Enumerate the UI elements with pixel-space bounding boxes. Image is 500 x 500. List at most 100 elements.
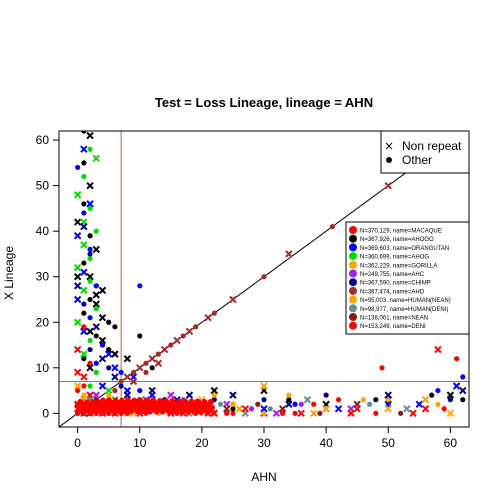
point-dot [329,224,335,230]
point-dot [87,296,93,303]
point-x [80,145,88,153]
marker-legend-box [380,130,470,174]
point-x [86,273,94,281]
point-x [309,409,318,418]
point-x [98,354,107,363]
point-x [80,268,88,276]
point-dot [460,397,466,403]
point-dot [93,228,99,234]
point-dot [81,383,87,389]
point-dot [171,408,178,415]
marker-legend-label: Non repeat [402,139,462,153]
point-dot [210,409,216,416]
point-x [421,405,430,413]
point-dot [87,246,93,252]
point-x [260,405,268,413]
point-dot [196,403,202,410]
point-dot [385,397,391,403]
point-x [297,409,305,418]
point-x [73,263,82,272]
y-tick-label: 60 [36,133,50,147]
point-dot [460,374,466,380]
series-legend: N=370,129, name=MACAQUE N=367,926, name=A… [345,221,470,335]
legend-color-dot [349,243,357,252]
y-tick-label: 20 [36,315,50,329]
series-legend-label: N=138,061, name=NEAN [360,316,428,322]
point-x [229,295,237,304]
point-dot [75,164,81,171]
point-x [446,409,455,418]
point-dot [137,333,143,339]
x-tick-label: 50 [382,436,396,450]
point-dot [261,397,267,403]
point-x [384,405,392,413]
point-dot [317,410,323,416]
point-dot [87,346,93,353]
point-dot [81,160,87,166]
point-x [73,218,82,226]
point-x [235,405,243,413]
point-dot [151,402,157,409]
y-tick-label: 50 [36,179,50,193]
point-dot [137,387,143,394]
chart-title: Test = Loss Lineage, lineage = AHN [155,95,373,110]
point-x [92,245,100,254]
point-x [136,364,144,372]
point-x [73,232,82,240]
point-x [80,286,88,295]
point-dot [87,383,93,389]
point-x [73,368,82,377]
marker-legend-label: Other [402,153,432,167]
point-dot [81,173,87,180]
point-dot [130,369,137,375]
point-x [403,405,411,413]
point-dot [207,398,214,405]
series-legend-label: N=360,699, name=AHOG [360,255,429,261]
point-x [73,191,82,199]
point-x [80,350,88,358]
point-dot [298,401,304,407]
point-dot [127,408,133,414]
point-x [104,350,113,358]
point-x [86,131,94,140]
point-x [353,400,361,408]
point-x [98,314,107,322]
point-x [148,354,156,363]
point-dot [398,410,404,416]
point-dot [261,274,267,280]
point-x [260,382,268,390]
point-dot [93,306,99,312]
x-tick-label: 20 [195,436,209,450]
series-legend-label: N=249,755, name=AHC [360,272,425,278]
point-dot [93,369,99,375]
point-x [86,327,94,336]
point-dot [188,398,194,404]
point-x [98,382,107,390]
point-x [303,395,312,404]
point-dot [379,365,385,371]
point-dot [373,410,379,416]
point-x [111,373,119,381]
x-tick-label: 30 [257,436,271,450]
point-dot [435,401,441,407]
point-dot [106,319,112,325]
point-x [86,364,94,372]
point-dot [194,398,201,404]
point-dot [267,406,273,412]
point-dot [217,401,224,407]
point-dot [104,404,110,411]
point-dot [81,210,87,216]
point-dot [230,401,236,407]
point-x [73,282,82,290]
point-dot [193,324,199,330]
point-x [347,409,355,418]
point-x [452,382,461,390]
point-dot [87,251,93,257]
point-dot [81,131,87,134]
point-x [446,391,455,399]
point-dot [87,233,93,239]
point-dot [150,397,156,403]
legend-x-icon [385,142,393,150]
point-x [421,395,430,404]
point-x [148,386,156,395]
